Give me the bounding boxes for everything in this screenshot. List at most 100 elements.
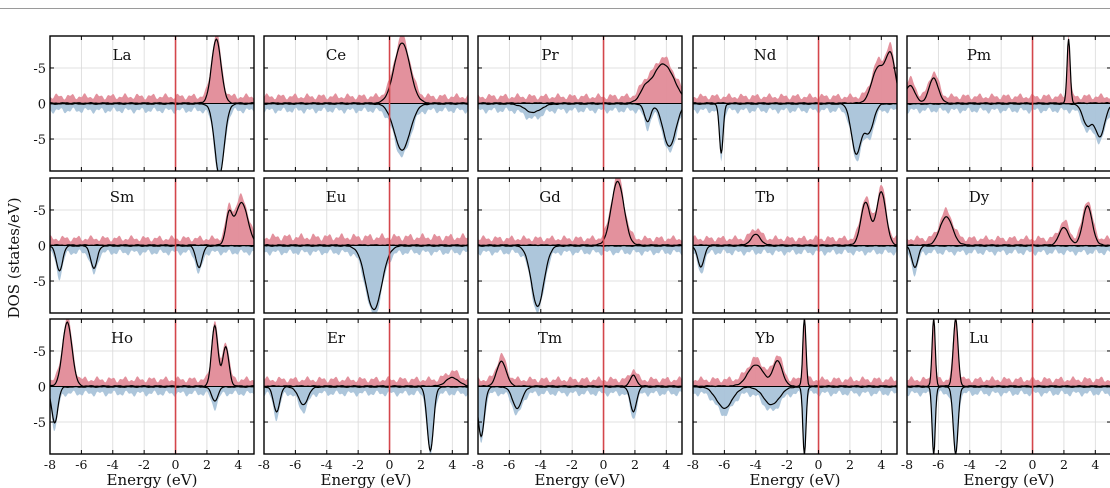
x-tick-label: 4 <box>877 457 885 472</box>
panel-plot-area <box>907 319 1110 454</box>
y-tick-label: 0 <box>38 98 46 113</box>
panel-plot-area <box>693 178 897 313</box>
x-axis-label: Energy (eV) <box>107 471 198 488</box>
spin-up-area <box>693 184 897 246</box>
panel-plot-area <box>478 178 682 313</box>
y-tick-label: -5 <box>33 133 46 148</box>
x-tick-label: -2 <box>781 457 793 472</box>
x-tick-label: 4 <box>1091 457 1099 472</box>
panel-plot-area <box>478 319 682 454</box>
panel-Tm: Tm -8 -6 -4 -2 0 2 4 Energy (eV) <box>472 318 683 488</box>
spin-down-area <box>264 245 468 313</box>
x-tick-label: -2 <box>566 457 578 472</box>
element-label-Eu: Eu <box>326 188 347 206</box>
x-tick-label: 4 <box>448 457 456 472</box>
x-tick-label: 2 <box>846 457 854 472</box>
x-tick-label: 0 <box>1029 457 1037 472</box>
element-label-Nd: Nd <box>754 46 777 64</box>
panel-plot-area <box>693 319 897 454</box>
spin-up-area <box>478 352 682 387</box>
element-label-Pm: Pm <box>967 46 991 64</box>
x-tick-label: -4 <box>321 457 333 472</box>
x-tick-label: -8 <box>687 457 699 472</box>
x-tick-label: 2 <box>631 457 639 472</box>
spin-down-area <box>264 386 468 454</box>
panel-plot-area <box>50 178 254 313</box>
spin-up-area <box>50 319 254 387</box>
element-label-Sm: Sm <box>110 188 135 206</box>
panel-Ce: Ce <box>263 35 469 172</box>
element-label-Er: Er <box>327 329 346 347</box>
x-tick-label: -4 <box>535 457 547 472</box>
x-tick-label: -6 <box>75 457 87 472</box>
element-label-Ce: Ce <box>326 46 346 64</box>
panel-plot-area <box>907 36 1110 171</box>
spin-up-area <box>478 56 682 104</box>
x-tick-label: -6 <box>503 457 515 472</box>
spin-up-curve <box>478 180 682 247</box>
panel-plot-area <box>264 319 468 454</box>
spin-up-area <box>693 319 897 387</box>
spin-down-area <box>907 245 1110 277</box>
x-tick-label: -2 <box>138 457 150 472</box>
element-label-La: La <box>113 46 132 64</box>
x-tick-label: -8 <box>901 457 913 472</box>
panel-plot-area <box>478 36 682 171</box>
spin-up-area <box>693 41 897 104</box>
x-tick-label: -6 <box>932 457 944 472</box>
spin-up-area <box>907 201 1110 246</box>
x-tick-label: 0 <box>386 457 394 472</box>
x-axis-label: Energy (eV) <box>535 471 626 488</box>
x-tick-label: 4 <box>234 457 242 472</box>
y-tick-label: -5 <box>33 416 46 431</box>
x-tick-label: -8 <box>472 457 484 472</box>
panel-Tb: Tb <box>692 177 898 314</box>
y-tick-label: 0 <box>38 381 46 396</box>
x-tick-label: -6 <box>289 457 301 472</box>
panel-Yb: Yb -8 -6 -4 -2 0 2 4 Energy (eV) <box>687 318 898 488</box>
x-tick-label: 0 <box>172 457 180 472</box>
y-tick-label: -5 <box>33 204 46 219</box>
panel-plot-area <box>693 36 897 171</box>
spin-up-area <box>50 36 254 104</box>
panel-Dy: Dy <box>906 177 1110 314</box>
spin-down-area <box>693 245 897 274</box>
element-label-Gd: Gd <box>539 188 561 206</box>
spin-down-curve <box>50 102 254 171</box>
x-tick-label: -4 <box>107 457 119 472</box>
panel-Er: Er -8 -6 -4 -2 0 2 4 Energy (eV) <box>258 318 469 488</box>
spin-up-curve <box>478 63 682 105</box>
spin-down-area <box>693 386 897 454</box>
x-tick-label: -2 <box>995 457 1007 472</box>
y-axis-label: DOS (states/eV) <box>5 197 23 318</box>
spin-down-area <box>907 103 1110 145</box>
panel-La: La -5 0 -5 <box>33 35 255 172</box>
x-tick-label: 2 <box>203 457 211 472</box>
x-tick-label: -4 <box>964 457 976 472</box>
spin-up-curve <box>693 50 897 105</box>
x-tick-label: -6 <box>718 457 730 472</box>
spin-down-area <box>478 103 682 153</box>
x-tick-label: -8 <box>44 457 56 472</box>
element-label-Lu: Lu <box>969 329 989 347</box>
spin-down-area <box>50 103 254 171</box>
panel-Eu: Eu <box>263 177 469 314</box>
element-label-Tm: Tm <box>538 329 562 347</box>
x-tick-label: -8 <box>258 457 270 472</box>
element-label-Tb: Tb <box>755 188 775 206</box>
spin-up-area <box>907 319 1110 387</box>
spin-down-area <box>264 103 468 158</box>
top-border-line <box>0 8 1110 9</box>
panel-plot-area <box>264 36 468 171</box>
x-axis-label: Energy (eV) <box>750 471 841 488</box>
panel-plot-area <box>50 36 254 171</box>
x-axis-label: Energy (eV) <box>964 471 1055 488</box>
x-tick-label: 4 <box>662 457 670 472</box>
x-tick-label: -2 <box>352 457 364 472</box>
x-tick-label: 2 <box>417 457 425 472</box>
element-label-Dy: Dy <box>969 188 990 206</box>
x-tick-label: 0 <box>600 457 608 472</box>
x-tick-label: 2 <box>1060 457 1068 472</box>
spin-up-area <box>50 193 254 246</box>
